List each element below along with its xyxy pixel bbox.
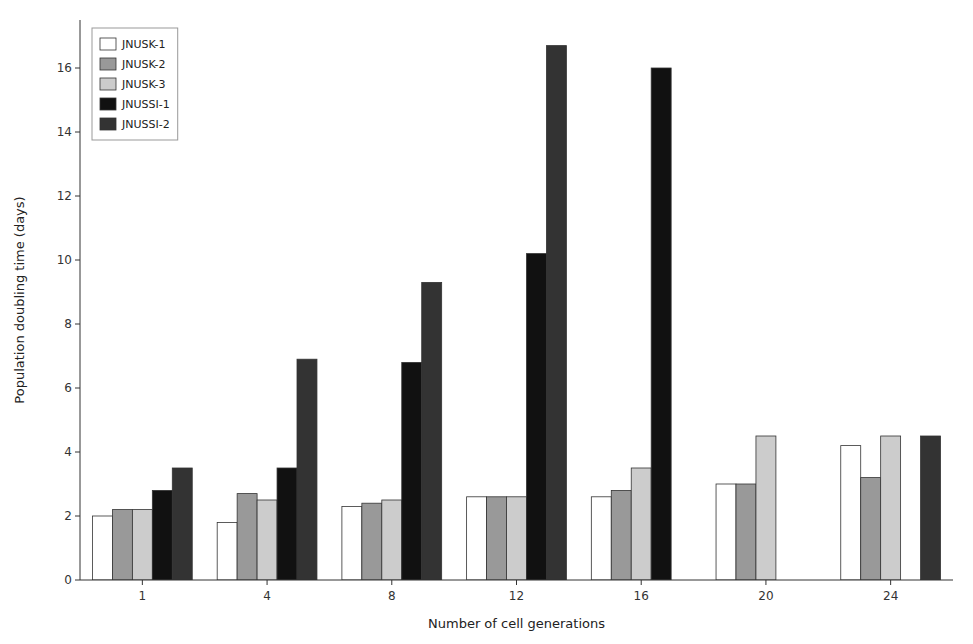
legend-label: JNUSK-2 — [121, 58, 166, 71]
legend-swatch — [100, 78, 116, 90]
bar — [217, 522, 237, 580]
y-tick — [75, 68, 80, 69]
bar — [277, 468, 297, 580]
x-tick-label: 12 — [509, 589, 524, 603]
x-tick — [142, 580, 143, 585]
legend-label: JNUSK-1 — [121, 38, 166, 51]
x-tick — [765, 580, 766, 585]
x-tick-label: 16 — [634, 589, 649, 603]
legend-label: JNUSK-3 — [121, 78, 166, 91]
chart-container: 024681012141614812162024Number of cell g… — [0, 0, 973, 644]
x-tick-label: 20 — [758, 589, 773, 603]
y-tick — [75, 196, 80, 197]
bar — [132, 510, 152, 580]
x-tick-label: 8 — [388, 589, 396, 603]
bar — [467, 497, 487, 580]
bar — [382, 500, 402, 580]
x-tick — [267, 580, 268, 585]
x-tick — [641, 580, 642, 585]
bar — [152, 490, 172, 580]
legend-label: JNUSSI-1 — [121, 98, 170, 111]
bar — [841, 446, 861, 580]
bar — [237, 494, 257, 580]
bar — [257, 500, 277, 580]
bar — [631, 468, 651, 580]
bar — [861, 478, 881, 580]
legend: JNUSK-1 JNUSK-2 JNUSK-3 JNUSSI-1 JNUSSI-2 — [92, 28, 178, 140]
bar — [736, 484, 756, 580]
bar — [611, 490, 631, 580]
y-tick-label: 16 — [57, 61, 72, 75]
bar — [591, 497, 611, 580]
bar — [487, 497, 507, 580]
bar — [112, 510, 132, 580]
legend-label: JNUSSI-2 — [121, 118, 170, 131]
legend-swatch — [100, 98, 116, 110]
y-axis-line — [80, 20, 81, 580]
y-tick-label: 8 — [64, 317, 72, 331]
y-tick — [75, 516, 80, 517]
y-tick-label: 12 — [57, 189, 72, 203]
bar — [362, 503, 382, 580]
bar — [651, 68, 671, 580]
bar — [297, 359, 317, 580]
legend-swatch — [100, 38, 116, 50]
legend-swatch — [100, 58, 116, 70]
x-tick-label: 24 — [883, 589, 898, 603]
bar — [546, 46, 566, 580]
y-tick — [75, 452, 80, 453]
y-tick — [75, 580, 80, 581]
legend-frame — [92, 28, 178, 140]
bar — [881, 436, 901, 580]
y-tick — [75, 388, 80, 389]
y-tick-label: 0 — [64, 573, 72, 587]
chart: 024681012141614812162024Number of cell g… — [0, 0, 973, 644]
x-tick-label: 1 — [139, 589, 147, 603]
y-tick — [75, 324, 80, 325]
y-tick — [75, 132, 80, 133]
x-tick-label: 4 — [263, 589, 271, 603]
y-tick-label: 2 — [64, 509, 72, 523]
x-tick — [890, 580, 891, 585]
y-tick-label: 10 — [57, 253, 72, 267]
bar — [526, 254, 546, 580]
legend-swatch — [100, 118, 116, 130]
bar — [756, 436, 776, 580]
y-tick-label: 6 — [64, 381, 72, 395]
bar — [92, 516, 112, 580]
y-tick — [75, 260, 80, 261]
x-tick — [516, 580, 517, 585]
bar — [921, 436, 941, 580]
bar — [422, 282, 442, 580]
bar — [342, 506, 362, 580]
axes: 024681012141614812162024 — [57, 20, 953, 603]
y-tick-label: 14 — [57, 125, 72, 139]
x-axis-label: Number of cell generations — [428, 616, 605, 631]
bar — [172, 468, 192, 580]
x-tick — [391, 580, 392, 585]
bars — [92, 46, 940, 580]
bar — [507, 497, 527, 580]
y-axis-label: Population doubling time (days) — [12, 196, 27, 403]
bar — [402, 362, 422, 580]
y-tick-label: 4 — [64, 445, 72, 459]
bar — [716, 484, 736, 580]
